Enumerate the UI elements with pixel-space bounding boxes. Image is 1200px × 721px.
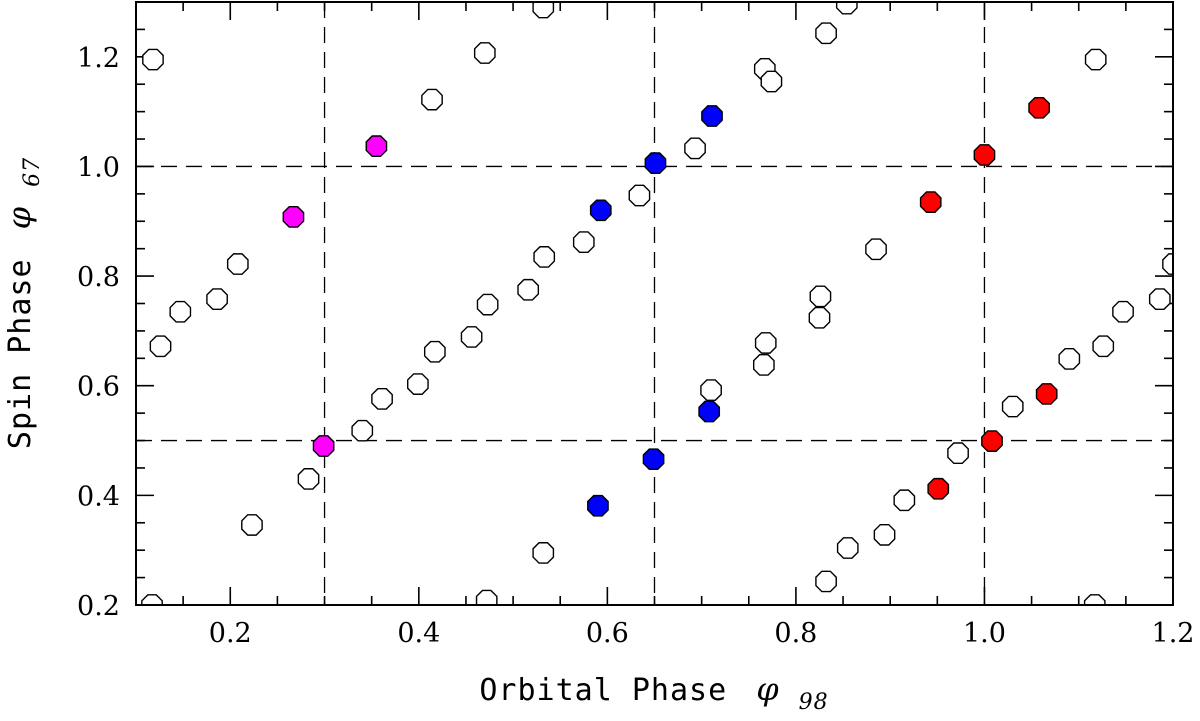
y-tick-label: 0.4	[77, 481, 120, 512]
point-open	[1084, 48, 1107, 71]
point-open	[1162, 253, 1173, 275]
point-open	[700, 379, 722, 401]
x-axis-title: Orbital Phase φ 98	[479, 670, 828, 715]
point-open	[1058, 348, 1081, 370]
point-open	[149, 335, 172, 358]
point-open	[947, 442, 969, 465]
reference-lines	[136, 2, 1173, 605]
y-tick-label: 0.2	[77, 591, 120, 622]
point-open	[752, 354, 775, 376]
y-tick-label: 1.2	[77, 43, 120, 74]
y-axis-subscript: 67	[20, 157, 45, 187]
point-magenta	[282, 206, 305, 228]
point-open	[873, 523, 896, 546]
point-open	[1001, 395, 1024, 418]
point-open	[206, 288, 228, 310]
point-open	[460, 326, 483, 348]
point-open	[865, 238, 887, 261]
x-tick-label: 0.2	[209, 618, 252, 649]
point-open	[836, 537, 859, 559]
point-open	[371, 388, 393, 410]
point-open	[351, 419, 374, 442]
point-open	[473, 42, 496, 64]
point-open	[1083, 594, 1106, 605]
x-axis-symbol: φ	[756, 670, 779, 708]
x-tick-label: 1.0	[963, 618, 1006, 649]
y-axis-symbol: φ	[0, 206, 38, 229]
point-open	[532, 2, 555, 19]
point-blue	[587, 494, 609, 517]
point-open	[475, 589, 498, 605]
point-open	[407, 373, 429, 395]
point-open	[141, 594, 163, 605]
point-open	[142, 48, 164, 71]
x-axis-subscript: 98	[799, 690, 829, 715]
point-open	[760, 70, 783, 93]
point-blue	[701, 105, 723, 127]
data-points	[141, 2, 1173, 605]
point-open	[815, 22, 837, 45]
point-red	[927, 477, 950, 500]
point-blue	[698, 400, 721, 423]
point-magenta	[312, 435, 335, 457]
point-open	[169, 300, 192, 323]
x-axis-label-text: Orbital Phase	[479, 673, 727, 708]
point-open	[808, 306, 831, 329]
point-open	[476, 293, 499, 316]
point-open	[423, 340, 446, 363]
point-red	[1035, 383, 1058, 405]
point-open	[1148, 288, 1171, 310]
point-red	[1028, 96, 1051, 119]
point-open	[835, 2, 858, 15]
point-open	[572, 231, 595, 253]
y-tick-label: 0.6	[77, 372, 120, 403]
y-tick-label: 1.0	[77, 152, 120, 183]
plot-frame	[135, 1, 1174, 606]
point-open	[815, 570, 837, 593]
point-open	[297, 468, 320, 490]
point-blue	[642, 448, 665, 471]
point-magenta	[365, 135, 388, 158]
x-tick-label: 0.4	[397, 618, 440, 649]
point-open	[754, 332, 777, 354]
point-open	[893, 489, 916, 512]
x-tick-label: 1.2	[1152, 618, 1195, 649]
point-red	[973, 144, 996, 166]
point-open	[533, 246, 556, 268]
point-open	[684, 137, 706, 160]
x-tick-label: 0.8	[774, 618, 817, 649]
point-red	[919, 191, 942, 213]
point-blue	[644, 152, 667, 175]
point-red	[981, 430, 1003, 452]
y-axis-label-text: Spin Phase	[3, 258, 38, 449]
point-open	[226, 253, 249, 275]
point-open	[809, 285, 832, 308]
point-blue	[589, 199, 612, 222]
point-open	[532, 542, 555, 564]
axis-ticks	[135, 1, 1174, 606]
point-open	[241, 514, 263, 536]
y-tick-label: 0.8	[77, 262, 120, 293]
point-open	[1092, 335, 1115, 358]
point-open	[517, 278, 540, 301]
x-tick-label: 0.6	[586, 618, 629, 649]
point-open	[421, 88, 443, 111]
point-open	[628, 184, 651, 207]
tick-labels: 0.2 0.4 0.6 0.8 1.0 1.2 0.2 0.4 0.6 0.8 1.0 1.2	[77, 43, 1194, 649]
y-axis-title: Spin Phase φ 67	[0, 157, 45, 449]
point-open	[1112, 300, 1134, 323]
